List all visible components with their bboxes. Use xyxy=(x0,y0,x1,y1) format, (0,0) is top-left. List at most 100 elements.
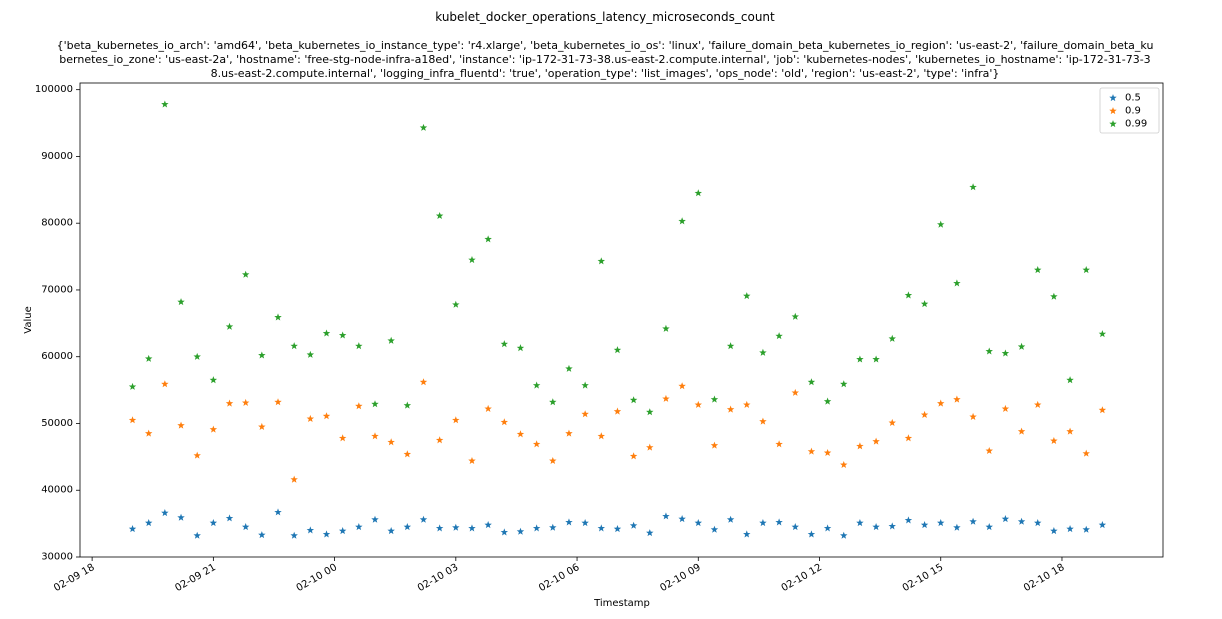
data-point-0.5 xyxy=(710,525,719,533)
data-point-0.9 xyxy=(371,432,379,440)
data-point-0.5 xyxy=(613,525,622,533)
data-point-0.9 xyxy=(888,418,896,426)
x-tick-label: 02-09 21 xyxy=(173,562,217,594)
data-point-0.99 xyxy=(565,364,573,372)
data-point-0.99 xyxy=(338,331,347,339)
data-point-0.99 xyxy=(840,380,848,388)
data-point-0.9 xyxy=(646,443,654,451)
data-point-0.99 xyxy=(144,354,153,362)
data-point-0.99 xyxy=(662,324,670,332)
data-point-0.9 xyxy=(807,447,816,455)
data-point-0.99 xyxy=(371,400,379,408)
data-point-0.5 xyxy=(662,512,670,520)
data-point-0.5 xyxy=(1017,517,1026,525)
data-point-0.99 xyxy=(452,300,460,308)
data-point-0.9 xyxy=(274,398,282,406)
data-point-0.99 xyxy=(937,220,945,228)
data-point-0.99 xyxy=(1098,330,1107,338)
data-point-0.99 xyxy=(953,279,961,287)
data-point-0.99 xyxy=(209,376,218,384)
data-point-0.9 xyxy=(419,378,428,386)
data-point-0.9 xyxy=(338,434,347,442)
data-point-0.9 xyxy=(225,399,234,407)
data-point-0.9 xyxy=(823,448,832,457)
data-point-0.5 xyxy=(807,530,816,538)
data-point-0.99 xyxy=(1017,342,1026,350)
data-point-0.5 xyxy=(581,519,589,527)
data-point-0.5 xyxy=(258,531,266,539)
data-point-0.9 xyxy=(1050,436,1058,444)
data-point-0.5 xyxy=(144,519,153,527)
data-point-0.99 xyxy=(225,322,234,330)
data-point-0.5 xyxy=(840,531,848,539)
data-point-0.5 xyxy=(161,509,169,517)
x-tick-label: 02-10 18 xyxy=(1022,562,1066,594)
data-point-0.9 xyxy=(904,434,913,442)
data-point-0.99 xyxy=(920,300,929,308)
data-point-0.9 xyxy=(1001,404,1010,412)
data-point-0.5 xyxy=(743,530,751,538)
data-point-0.9 xyxy=(613,407,622,415)
data-point-0.5 xyxy=(128,525,137,533)
series-0.9 xyxy=(128,378,1107,483)
series-0.5 xyxy=(128,508,1107,539)
data-point-0.99 xyxy=(823,397,832,405)
data-point-0.99 xyxy=(387,336,395,344)
data-point-0.5 xyxy=(856,519,864,527)
data-point-0.99 xyxy=(241,270,250,278)
data-point-0.99 xyxy=(516,344,525,352)
data-point-0.5 xyxy=(338,527,347,535)
data-point-0.99 xyxy=(500,340,509,348)
data-point-0.99 xyxy=(161,100,169,108)
data-point-0.5 xyxy=(306,526,315,534)
data-point-0.99 xyxy=(678,217,686,225)
data-point-0.99 xyxy=(532,381,541,389)
data-point-0.9 xyxy=(920,410,929,418)
data-point-0.5 xyxy=(500,528,509,536)
data-point-0.99 xyxy=(128,382,137,390)
data-point-0.9 xyxy=(629,452,638,460)
data-point-0.5 xyxy=(1050,527,1058,535)
data-point-0.99 xyxy=(484,235,492,243)
data-point-0.99 xyxy=(435,211,444,220)
data-point-0.9 xyxy=(549,456,557,465)
data-point-0.99 xyxy=(759,348,767,356)
legend-label-0.99: 0.99 xyxy=(1125,119,1147,130)
data-point-0.5 xyxy=(823,524,832,532)
legend-label-0.9: 0.9 xyxy=(1125,106,1141,117)
data-point-0.5 xyxy=(888,522,896,530)
data-point-0.99 xyxy=(290,342,298,350)
data-point-0.99 xyxy=(1034,266,1042,274)
data-point-0.9 xyxy=(678,382,686,390)
data-point-0.99 xyxy=(710,395,719,403)
x-tick-label: 02-10 15 xyxy=(901,562,945,594)
data-point-0.99 xyxy=(629,396,638,404)
data-point-0.5 xyxy=(322,530,331,538)
data-point-0.5 xyxy=(985,523,993,531)
data-point-0.5 xyxy=(953,523,961,531)
data-point-0.5 xyxy=(937,519,945,527)
data-point-0.9 xyxy=(694,400,702,408)
series-0.99 xyxy=(128,100,1107,416)
y-tick-label: 100000 xyxy=(35,84,73,95)
y-tick-label: 40000 xyxy=(41,485,73,496)
data-point-0.99 xyxy=(193,352,201,360)
y-tick-label: 80000 xyxy=(41,218,73,229)
legend-marker-0.99 xyxy=(1109,120,1117,128)
data-point-0.99 xyxy=(419,123,428,131)
y-tick-label: 90000 xyxy=(41,151,73,162)
data-point-0.99 xyxy=(775,332,783,340)
data-point-0.9 xyxy=(743,400,751,408)
data-point-0.9 xyxy=(775,440,783,448)
data-point-0.5 xyxy=(1001,515,1010,523)
data-point-0.9 xyxy=(1082,449,1090,457)
data-point-0.99 xyxy=(856,355,864,363)
data-point-0.99 xyxy=(306,350,315,358)
data-point-0.5 xyxy=(387,527,395,535)
data-point-0.9 xyxy=(177,421,185,429)
data-point-0.9 xyxy=(937,399,945,407)
legend-label-0.5: 0.5 xyxy=(1125,93,1141,104)
data-point-0.9 xyxy=(953,395,961,403)
data-point-0.5 xyxy=(1066,525,1074,533)
data-point-0.9 xyxy=(322,412,331,420)
